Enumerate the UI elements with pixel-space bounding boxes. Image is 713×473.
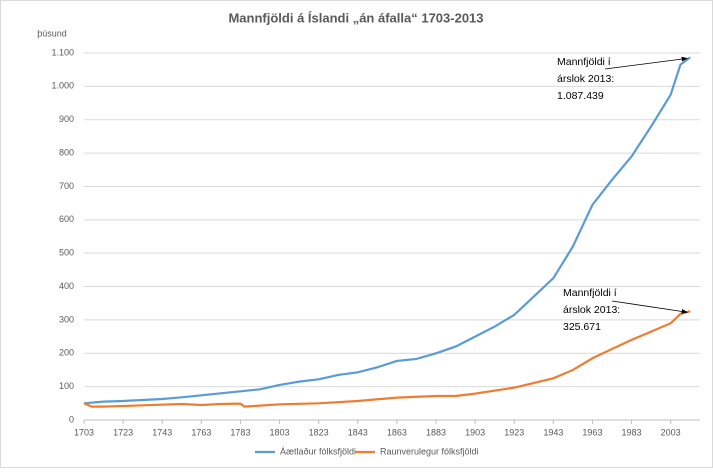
x-tick-label: 1803	[270, 427, 290, 437]
annotation-text: árslok 2013:	[557, 73, 614, 85]
y-tick-label: 300	[59, 314, 74, 324]
x-tick-label: 1823	[309, 427, 329, 437]
annotation-arrow	[604, 56, 689, 70]
x-tick-label: 1983	[622, 427, 642, 437]
x-tick-label: 1943	[543, 427, 563, 437]
y-tick-label: 100	[59, 381, 74, 391]
series-line	[83, 310, 691, 408]
x-tick-label: 2003	[661, 427, 681, 437]
series-line	[83, 56, 691, 405]
x-tick-label: 1903	[465, 427, 485, 437]
x-tick-label: 1743	[152, 427, 172, 437]
y-tick-label: 800	[59, 147, 74, 157]
x-tick-label: 1963	[582, 427, 602, 437]
y-tick-label: 1.000	[51, 81, 74, 91]
legend-label: Raunverulegur fólksfjöldi	[380, 446, 479, 456]
y-tick-label: 500	[59, 248, 74, 258]
annotation-text: Mannfjöldi í	[563, 287, 617, 299]
x-tick-label: 1843	[348, 427, 368, 437]
x-tick-label: 1863	[387, 427, 407, 437]
annotation-arrow	[611, 300, 689, 314]
x-tick-label: 1883	[426, 427, 446, 437]
chart-title: Mannfjöldi á Íslandi „án áfalla“ 1703-20…	[228, 10, 483, 25]
x-tick-label: 1763	[191, 427, 211, 437]
y-tick-label: 900	[59, 114, 74, 124]
x-tick-label: 1783	[230, 427, 250, 437]
y-tick-label: 0	[69, 414, 74, 424]
y-tick-label: 700	[59, 181, 74, 191]
x-tick-label: 1703	[74, 427, 94, 437]
annotation-text: 325.671	[563, 321, 601, 333]
annotation-text: árslok 2013:	[563, 304, 620, 316]
y-tick-label: 1.100	[51, 47, 74, 57]
annotation-text: Mannfjöldi í	[557, 56, 611, 68]
annotation-text: 1.087.439	[557, 90, 604, 102]
legend-label: Áætlaður fólksfjöldi	[280, 446, 356, 456]
y-axis-label: þúsund	[37, 28, 67, 38]
x-tick-label: 1923	[504, 427, 524, 437]
y-tick-label: 200	[59, 348, 74, 358]
y-tick-label: 400	[59, 281, 74, 291]
x-tick-label: 1723	[113, 427, 133, 437]
y-tick-label: 600	[59, 214, 74, 224]
